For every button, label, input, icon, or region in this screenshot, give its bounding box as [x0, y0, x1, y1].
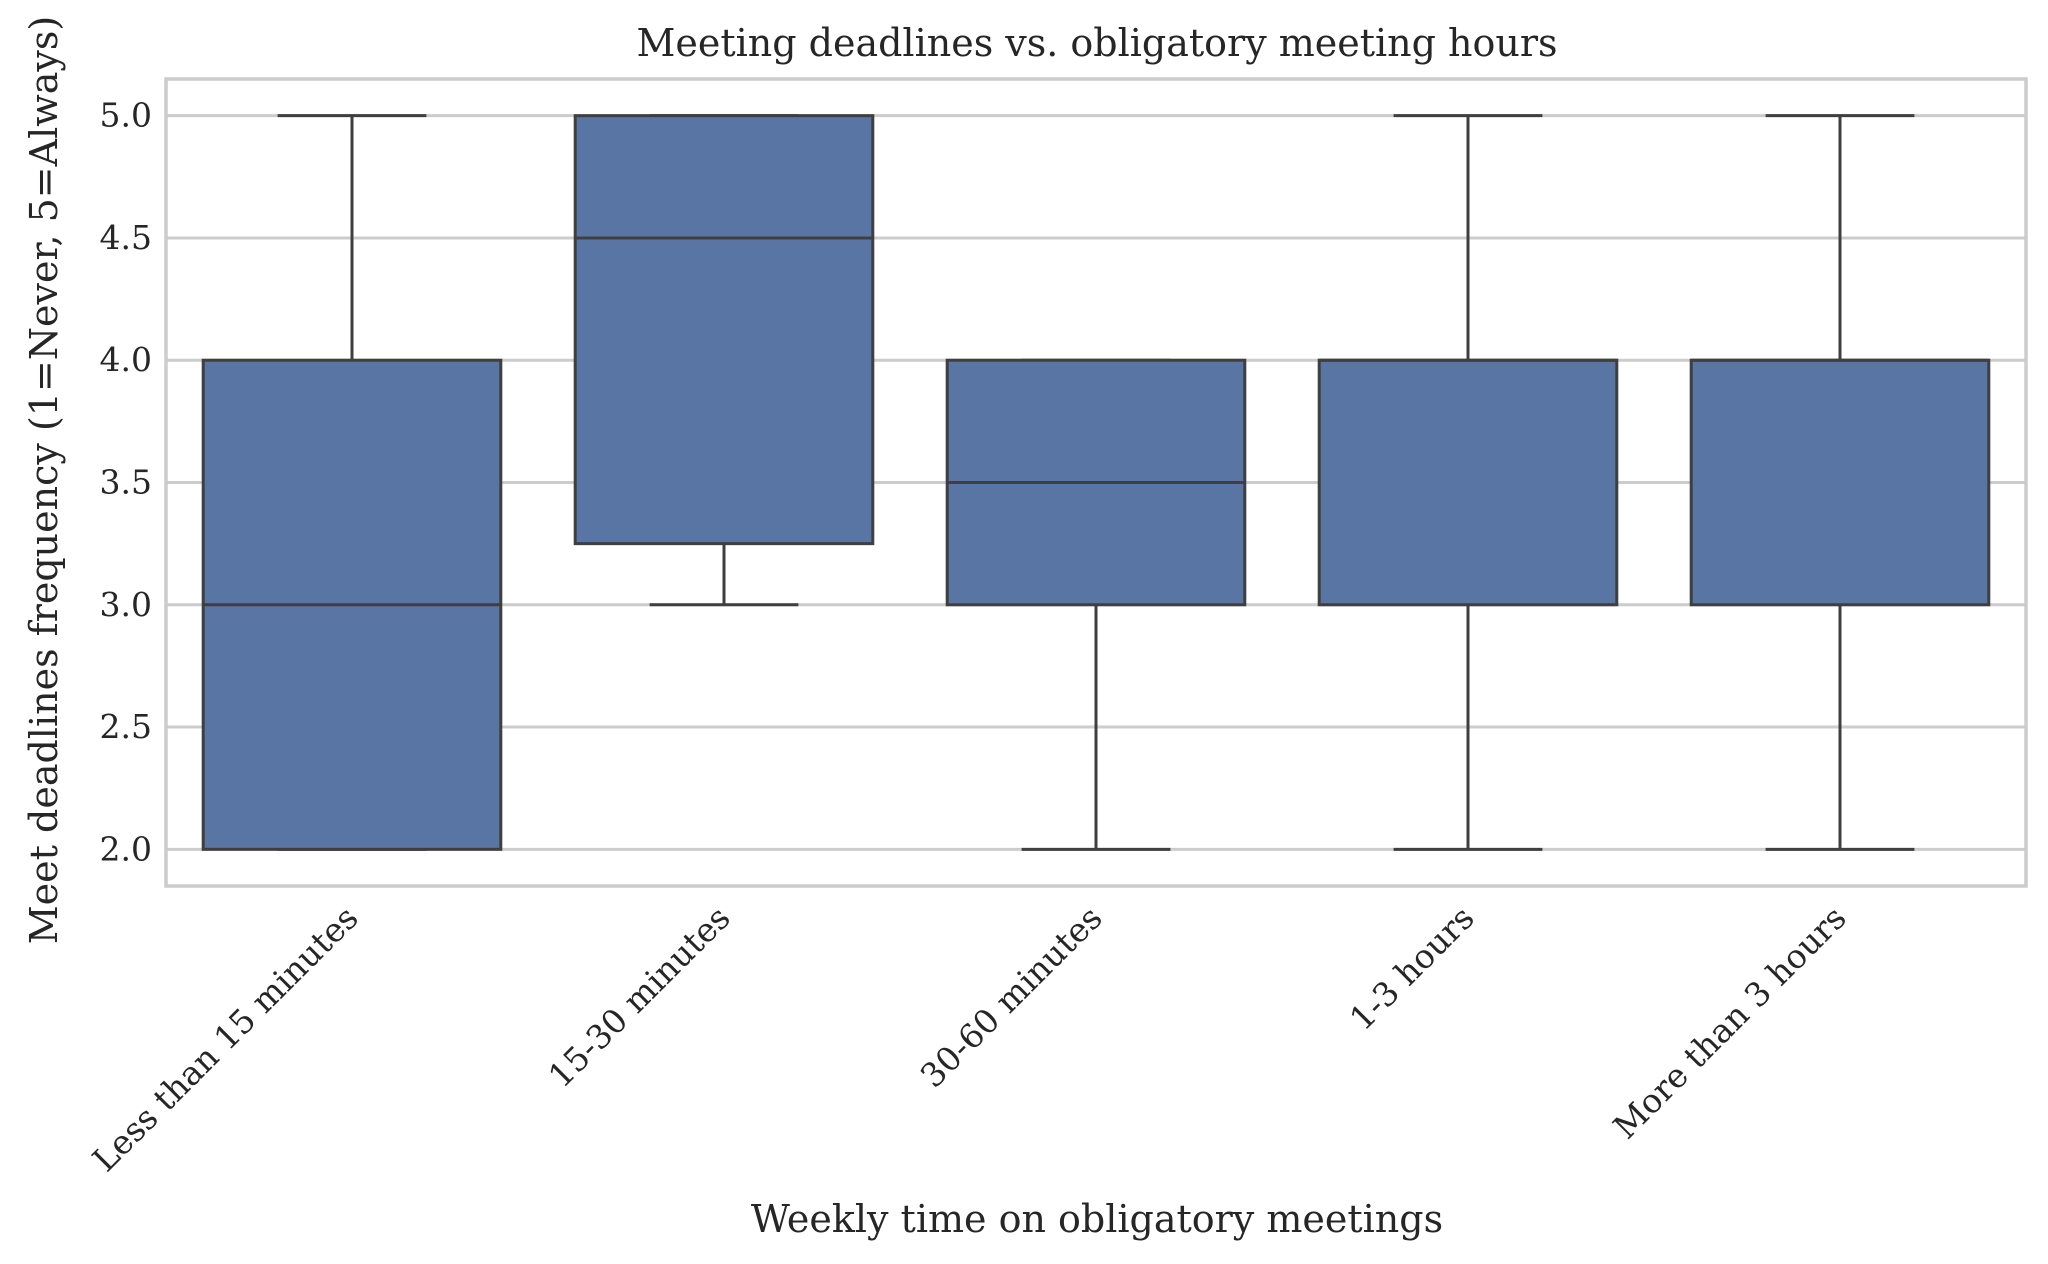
y-tick-label: 4.5: [100, 218, 152, 257]
box-group: [1317, 114, 1619, 851]
x-axis-label: Weekly time on obligatory meetings: [751, 1197, 1443, 1241]
y-axis-label: Meet deadlines frequency (1=Never, 5=Alw…: [22, 16, 66, 944]
y-tick-label: 4.0: [100, 340, 152, 379]
x-tick-label: 15-30 minutes: [541, 898, 738, 1095]
box-group: [201, 114, 503, 851]
y-tick-label: 3.5: [100, 463, 152, 502]
y-tick-label: 2.0: [100, 829, 152, 868]
x-tick-label: Less than 15 minutes: [85, 898, 366, 1179]
y-tick-label: 3.0: [100, 585, 152, 624]
x-tick-label: 1-3 hours: [1342, 898, 1482, 1038]
iqr-box: [573, 114, 875, 546]
x-tick-label: 30-60 minutes: [913, 898, 1110, 1095]
x-tick-labels: Less than 15 minutes 15-30 minutes 30-60 m…: [85, 898, 1854, 1179]
box-group: [1689, 114, 1991, 851]
y-tick-label: 5.0: [100, 96, 152, 135]
x-tick-label: More than 3 hours: [1605, 898, 1853, 1146]
plot-frame: [164, 77, 2028, 888]
chart-title: Meeting deadlines vs. obligatory meeting…: [636, 21, 1557, 65]
box-group: [573, 114, 875, 607]
y-tick-label: 2.5: [100, 707, 152, 746]
y-tick-labels: 2.0 2.5 3.0 3.5 4.0 4.5 5.0: [100, 96, 152, 869]
box-layer: [201, 114, 1991, 851]
iqr-box: [1689, 358, 1991, 607]
box-group: [945, 358, 1247, 851]
iqr-box: [1317, 358, 1619, 607]
